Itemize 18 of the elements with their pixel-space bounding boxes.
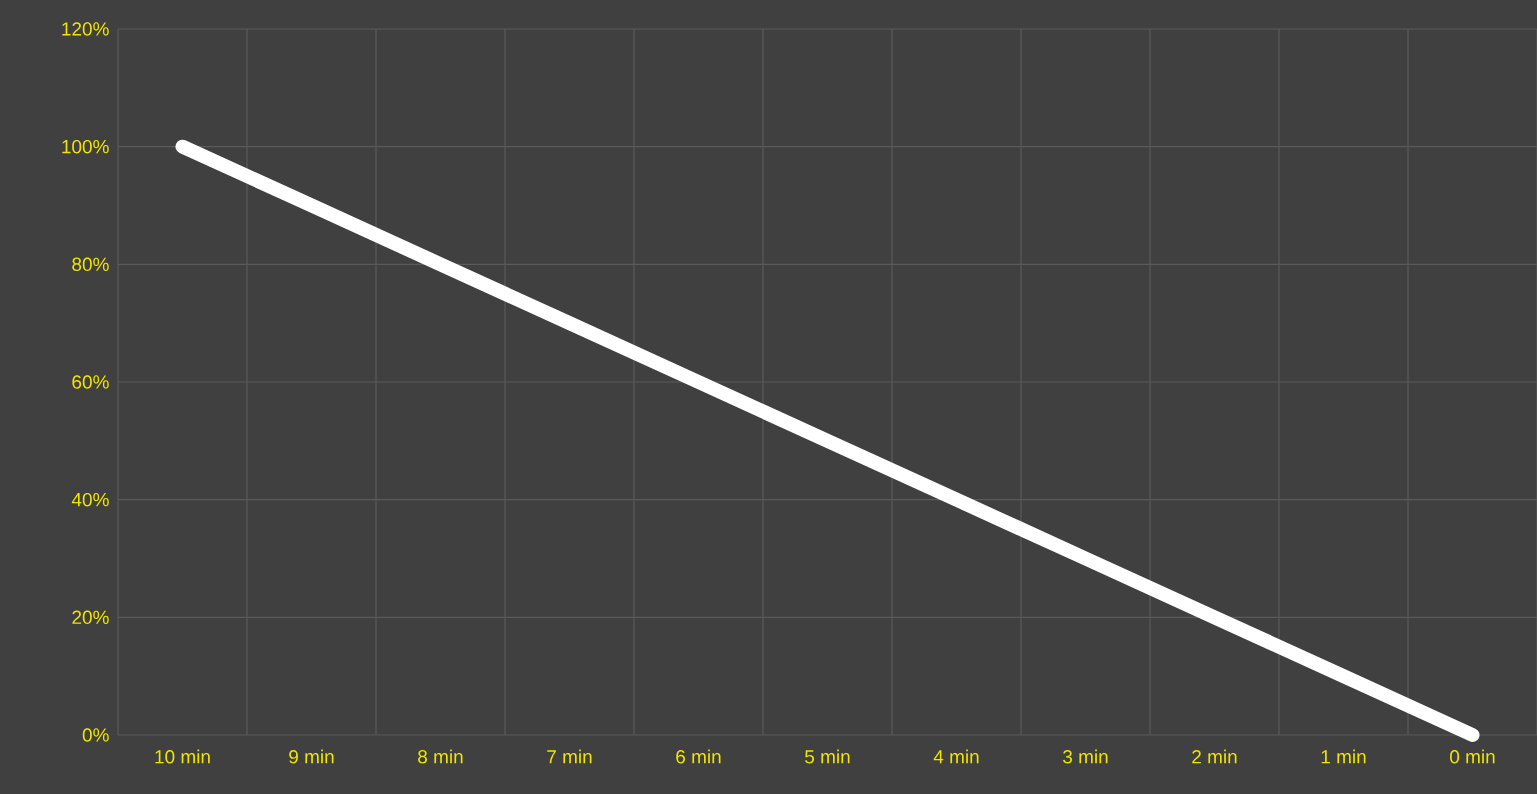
x-tick-label: 1 min: [1321, 749, 1366, 764]
y-tick-label: 120%: [62, 22, 109, 36]
x-tick-label: 9 min: [289, 749, 334, 764]
y-tick-label: 100%: [62, 139, 109, 154]
x-tick-label: 6 min: [676, 749, 721, 764]
x-tick-label: 2 min: [1192, 749, 1237, 764]
y-tick-label: 0%: [82, 728, 109, 742]
x-tick-label: 10 min: [155, 749, 210, 764]
x-tick-label: 8 min: [418, 749, 463, 764]
y-tick-label: 20%: [72, 610, 109, 625]
y-tick-label: 40%: [71, 492, 109, 507]
y-tick-label: 60%: [72, 375, 109, 389]
x-tick-label: 3 min: [1062, 749, 1108, 764]
x-tick-label: 7 min: [547, 749, 592, 764]
x-tick-label: 4 min: [933, 749, 979, 764]
x-tick-label: 0 min: [1450, 749, 1495, 764]
y-tick-label: 80%: [72, 257, 109, 272]
x-tick-label: 5 min: [805, 749, 850, 764]
